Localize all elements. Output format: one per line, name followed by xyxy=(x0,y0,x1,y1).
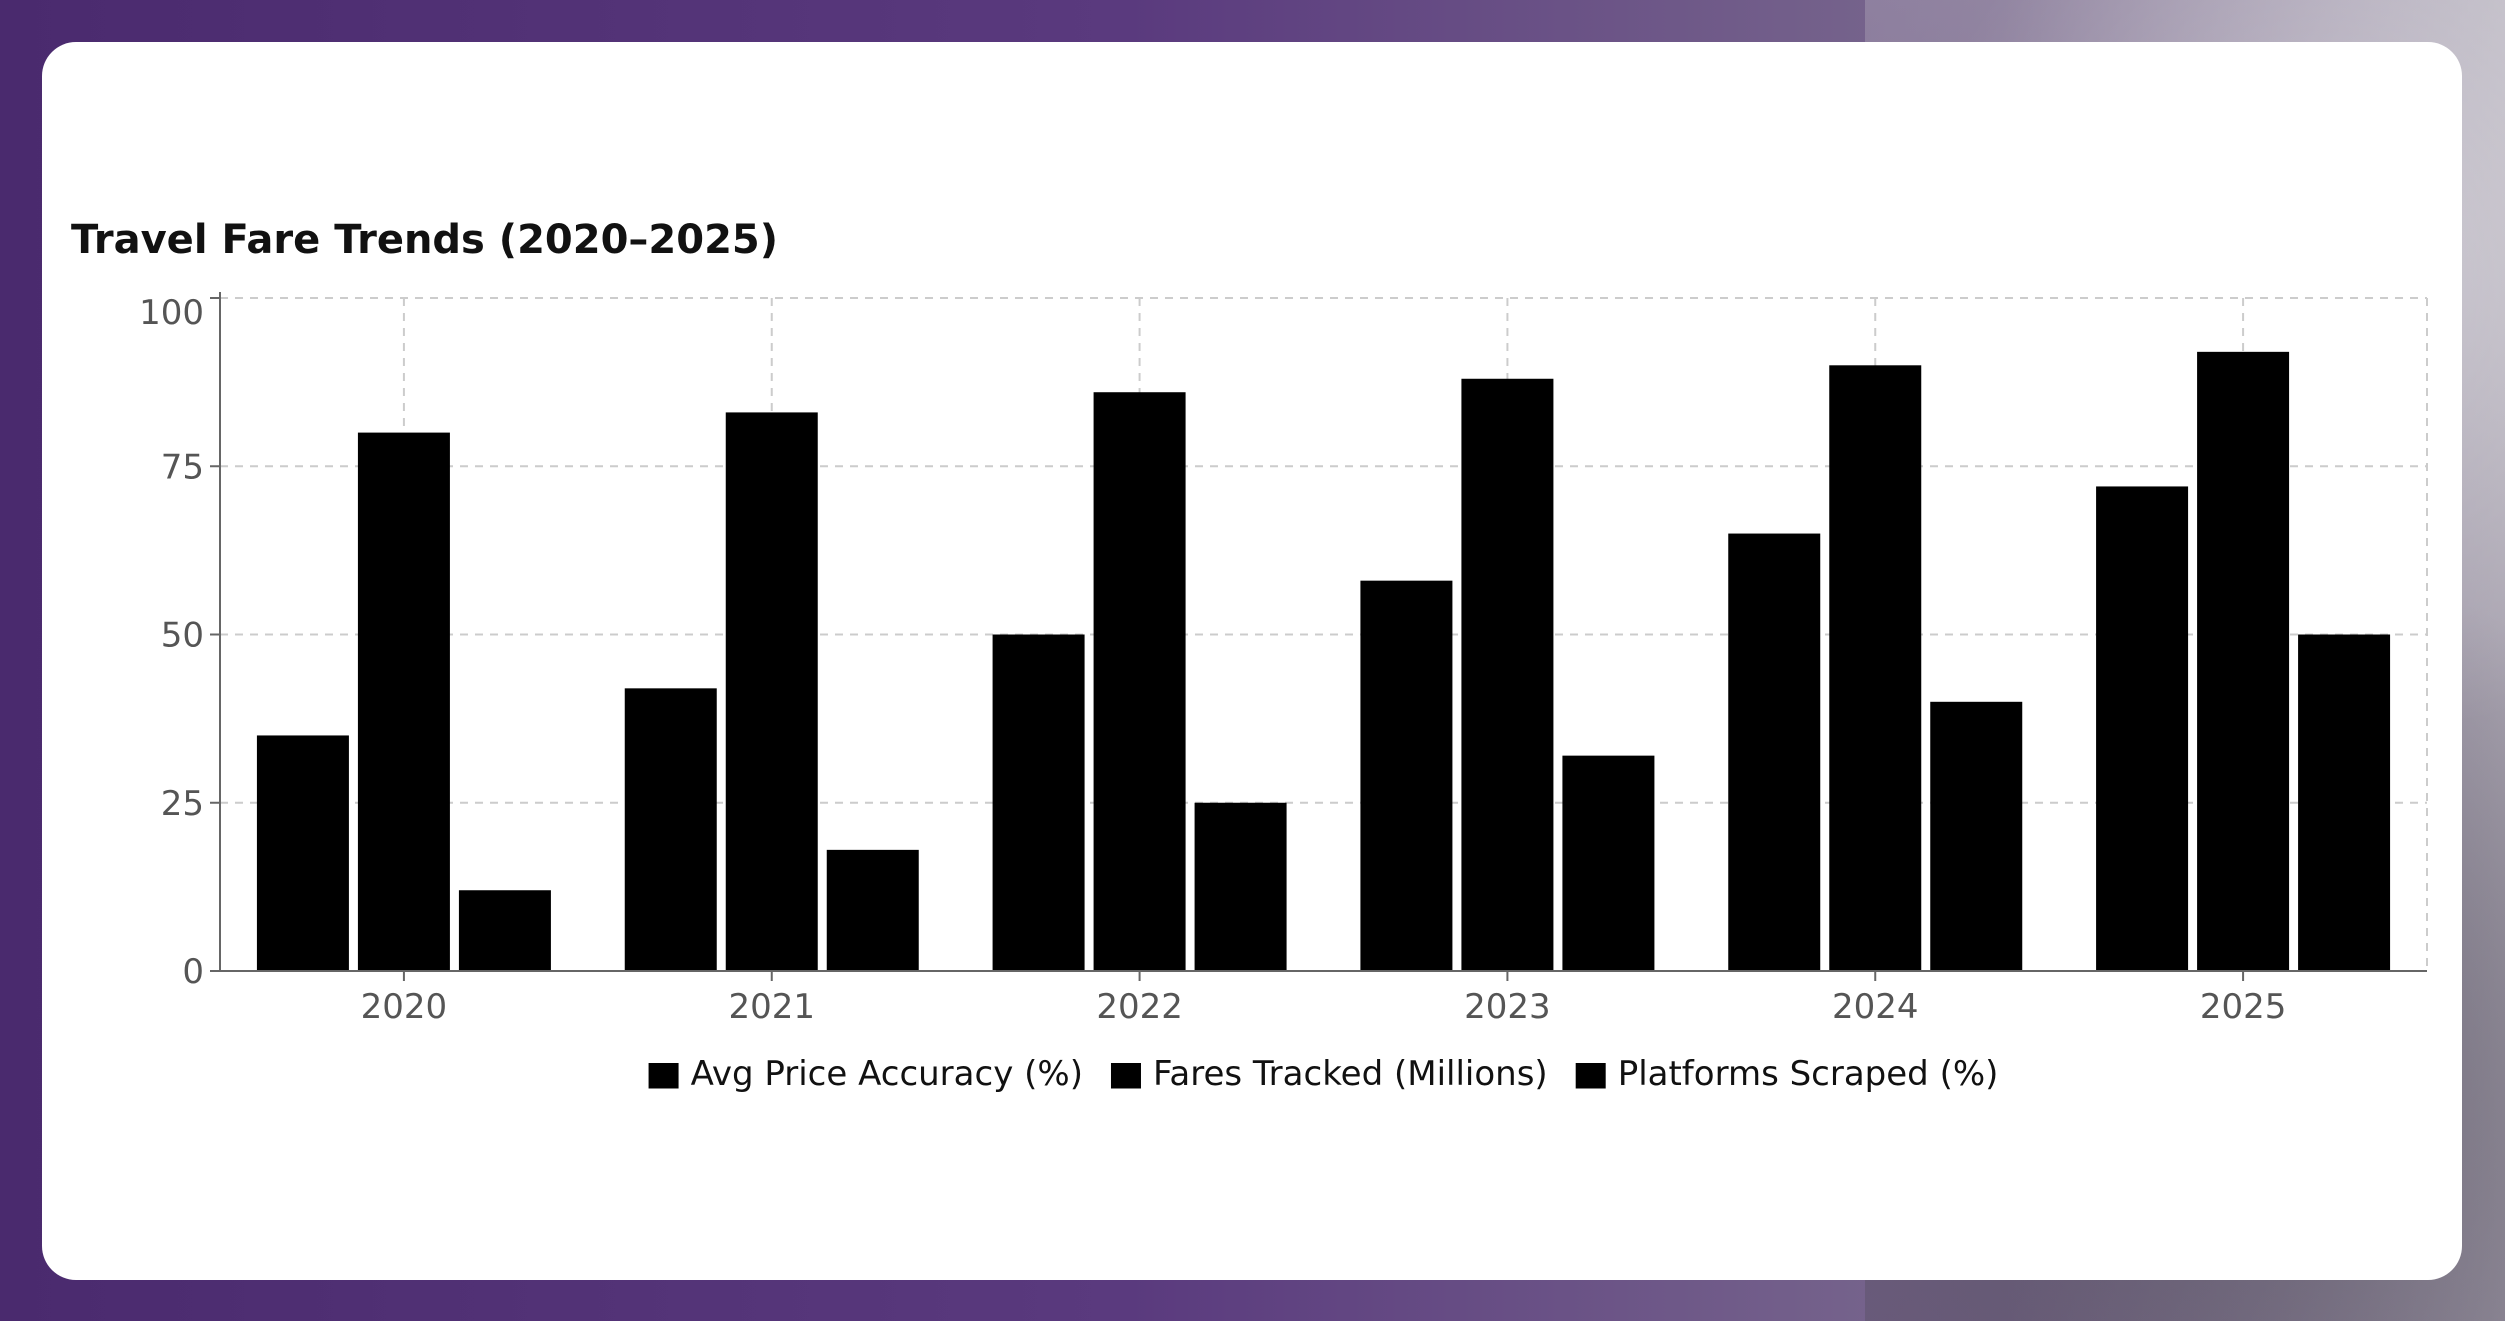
legend-label: Fares Tracked (Millions) xyxy=(1153,1054,1548,1094)
grid-lines xyxy=(220,297,2428,971)
bar xyxy=(992,634,1085,971)
x-tick-label: 2020 xyxy=(361,987,448,1027)
x-tick-label: 2021 xyxy=(728,987,815,1027)
bar-chart: Travel Fare Trends (2020–2025) 0 25 50 75 10… xyxy=(71,217,2428,1094)
bar xyxy=(2298,634,2391,971)
y-axis-ticks: 0 25 50 75 100 xyxy=(139,293,220,992)
x-tick-label: 2024 xyxy=(1832,987,1919,1027)
bar xyxy=(357,432,450,972)
y-tick-label: 0 xyxy=(182,952,204,992)
x-tick-label: 2023 xyxy=(1464,987,1551,1027)
bar xyxy=(826,849,919,971)
bar xyxy=(2197,351,2290,972)
axes xyxy=(219,292,2427,972)
bar xyxy=(725,412,818,971)
y-tick-label: 25 xyxy=(161,784,204,824)
bar xyxy=(1360,580,1453,971)
legend-label: Platforms Scraped (%) xyxy=(1618,1054,1999,1094)
legend-swatch xyxy=(1575,1063,1606,1089)
legend-swatch xyxy=(1110,1063,1141,1089)
y-tick-label: 100 xyxy=(139,293,204,333)
bar xyxy=(1829,365,1922,971)
y-tick-label: 75 xyxy=(161,447,204,487)
bar xyxy=(1461,378,1554,971)
chart-title: Travel Fare Trends (2020–2025) xyxy=(71,217,778,263)
y-tick-label: 50 xyxy=(161,616,204,656)
bar xyxy=(1930,701,2023,971)
legend-swatch xyxy=(648,1063,679,1089)
bar xyxy=(1093,392,1186,972)
bar xyxy=(1728,533,1821,971)
legend: Avg Price Accuracy (%) Fares Tracked (Mil… xyxy=(648,1054,1999,1094)
x-tick-label: 2025 xyxy=(2200,987,2287,1027)
chart-card: Travel Fare Trends (2020–2025) 0 25 50 75 10… xyxy=(42,42,2462,1280)
bar xyxy=(624,688,717,971)
bar xyxy=(2096,486,2189,971)
bar xyxy=(458,890,551,971)
bar xyxy=(1194,802,1287,971)
x-axis-ticks: 2020 2021 2022 2023 2024 2025 xyxy=(361,971,2287,1027)
x-tick-label: 2022 xyxy=(1096,987,1183,1027)
bar xyxy=(256,735,349,971)
bar xyxy=(1562,755,1655,971)
legend-label: Avg Price Accuracy (%) xyxy=(691,1054,1083,1094)
bars xyxy=(256,351,2391,972)
